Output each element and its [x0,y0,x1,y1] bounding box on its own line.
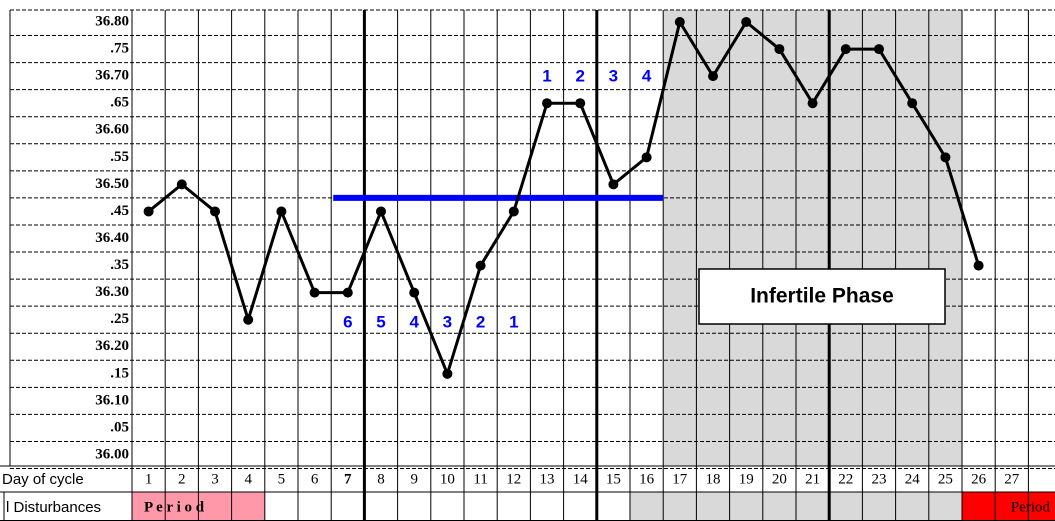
data-point [409,287,420,298]
x-tick-label: 23 [872,471,887,487]
y-tick-label: .65 [110,95,129,111]
annotation: Infertile Phase [750,285,894,308]
x-tick-label: 12 [506,471,521,487]
count-label: 5 [376,312,385,331]
data-point [608,179,619,190]
x-tick-label: 20 [772,471,787,487]
data-point [708,71,718,82]
annotation-box [698,268,946,325]
y-tick-label: 36.40 [95,230,129,246]
x-tick-label: 22 [838,471,853,487]
data-point [508,206,519,217]
data-point [309,287,320,298]
count-label: 3 [443,312,452,331]
data-point [973,260,984,271]
count-label: 3 [609,66,618,85]
x-tick-label: 14 [573,471,589,487]
period-cell [962,492,1055,521]
data-point [475,260,486,271]
x-tick-label: 9 [410,471,418,487]
data-point [143,206,154,217]
data-point [442,368,453,379]
data-point [907,98,918,109]
y-tick-label: .75 [110,41,129,57]
y-tick-label: .05 [110,419,129,435]
x-tick-label: 13 [540,471,555,487]
y-tick-label: 36.00 [95,446,129,462]
y-tick-label: 36.20 [95,338,129,354]
data-point [641,152,652,163]
x-tick-label: 6 [311,471,319,487]
y-tick-label: .45 [110,203,129,219]
data-point [342,287,353,298]
y-tick-label: .35 [110,257,129,273]
x-tick-label: 2 [178,471,186,487]
x-tick-label: 16 [639,471,655,487]
data-point [774,44,785,55]
count-label: 4 [642,66,652,85]
y-tick-label: 36.60 [95,122,129,138]
data-point [940,152,951,163]
x-tick-label: 21 [805,471,820,487]
data-point [840,44,851,55]
count-label: 2 [476,312,485,331]
data-point [176,179,187,190]
data-point [376,206,386,217]
x-tick-label: 1 [145,471,153,487]
data-point [243,314,254,325]
x-tick-label: 27 [1004,471,1020,487]
data-point [674,17,685,27]
data-line [147,18,981,379]
x-tick-label: 8 [377,471,385,487]
data-point [575,98,586,109]
data-point [807,98,818,109]
y-tick-label: .55 [110,149,129,165]
y-tick-label: 36.10 [95,392,129,408]
x-tick-label: 11 [473,471,487,487]
x-tick-label: 26 [971,471,987,487]
x-tick-label: 24 [905,471,921,487]
x-tick-label: 5 [278,471,286,487]
y-tick-label: 36.80 [95,13,129,29]
y-tick-label: 36.70 [95,68,129,84]
x-tick-label: 19 [739,471,754,487]
y-tick-label: 36.50 [95,176,129,192]
x-tick-label: 7 [344,471,352,487]
x-axis-label: Day of cycle [2,471,84,488]
y-tick-label: .25 [110,311,129,327]
x-tick-label: 10 [440,471,455,487]
data-point [741,17,752,27]
x-tick-label: 18 [706,471,721,487]
count-label: 1 [542,66,551,85]
shaded-region [663,10,962,466]
x-tick-label: 17 [672,471,688,487]
y-tick-label: 36.30 [95,284,129,300]
count-label: 6 [343,312,352,331]
period-label: P e r i o d [144,499,205,515]
row-label: l Disturbances [6,499,101,516]
data-point [276,206,287,217]
count-label: 4 [409,312,419,331]
x-tick-label: 25 [938,471,953,487]
x-tick-label: 15 [606,471,621,487]
period-label: Period [1011,499,1051,515]
x-tick-label: 3 [211,471,219,487]
data-point [210,206,220,217]
data-point [874,44,884,55]
y-tick-label: .15 [110,365,129,381]
count-label: 2 [575,66,584,85]
x-tick-label: 4 [244,471,252,487]
data-point [542,98,552,109]
count-label: 1 [509,312,518,331]
